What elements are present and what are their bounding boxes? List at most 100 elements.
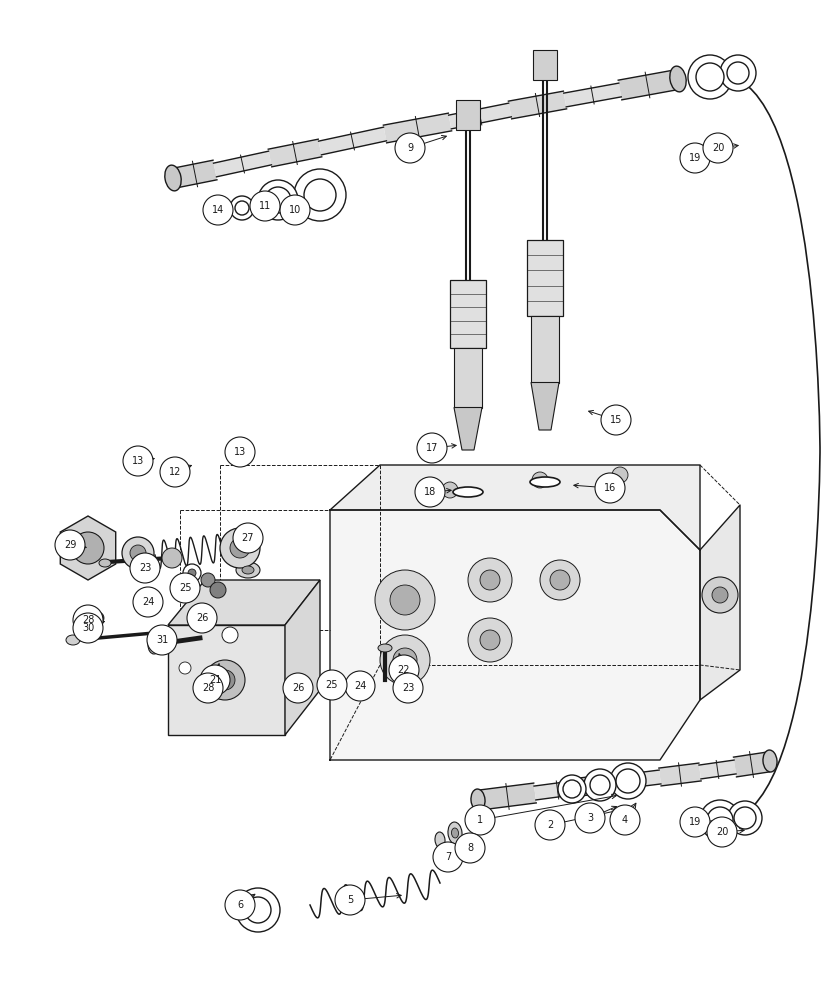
- Circle shape: [291, 678, 305, 692]
- Circle shape: [590, 775, 610, 795]
- Circle shape: [680, 807, 710, 837]
- Circle shape: [393, 648, 417, 672]
- Text: 24: 24: [142, 597, 154, 607]
- Text: 17: 17: [426, 443, 438, 453]
- Text: 29: 29: [64, 540, 76, 550]
- Text: 19: 19: [689, 153, 701, 163]
- Circle shape: [72, 532, 104, 564]
- Ellipse shape: [236, 562, 260, 578]
- Circle shape: [616, 769, 640, 793]
- Text: 26: 26: [196, 613, 208, 623]
- Circle shape: [535, 810, 565, 840]
- Circle shape: [245, 897, 271, 923]
- Circle shape: [532, 472, 548, 488]
- Circle shape: [480, 630, 500, 650]
- Text: 28: 28: [82, 615, 94, 625]
- Text: 20: 20: [711, 143, 724, 153]
- Ellipse shape: [66, 635, 80, 645]
- Polygon shape: [699, 760, 736, 779]
- Text: 19: 19: [689, 817, 701, 827]
- Circle shape: [455, 833, 485, 863]
- Circle shape: [205, 660, 245, 700]
- Circle shape: [73, 613, 103, 643]
- Ellipse shape: [451, 828, 458, 838]
- Circle shape: [179, 662, 191, 674]
- Circle shape: [222, 627, 238, 643]
- Circle shape: [203, 195, 233, 225]
- Circle shape: [345, 671, 375, 701]
- Circle shape: [720, 55, 756, 91]
- Ellipse shape: [471, 789, 485, 811]
- Circle shape: [133, 587, 163, 617]
- Text: 25: 25: [326, 680, 339, 690]
- Bar: [531, 316, 559, 382]
- Circle shape: [417, 433, 447, 463]
- Circle shape: [558, 775, 586, 803]
- Circle shape: [230, 538, 250, 558]
- Circle shape: [220, 528, 260, 568]
- Circle shape: [393, 668, 407, 682]
- Circle shape: [433, 842, 463, 872]
- Circle shape: [712, 587, 728, 603]
- Text: 20: 20: [716, 827, 728, 837]
- Text: 14: 14: [212, 205, 224, 215]
- Circle shape: [375, 570, 435, 630]
- Circle shape: [468, 558, 512, 602]
- Circle shape: [183, 564, 201, 582]
- Polygon shape: [449, 103, 512, 129]
- Text: 12: 12: [169, 467, 181, 477]
- Ellipse shape: [242, 566, 254, 574]
- Polygon shape: [60, 516, 115, 580]
- Text: 2: 2: [547, 820, 553, 830]
- Circle shape: [702, 577, 738, 613]
- Circle shape: [304, 179, 336, 211]
- Text: 21: 21: [209, 675, 222, 685]
- Text: 26: 26: [292, 683, 304, 693]
- Circle shape: [601, 405, 631, 435]
- Polygon shape: [168, 625, 285, 735]
- Circle shape: [170, 573, 200, 603]
- Text: 10: 10: [289, 205, 301, 215]
- Circle shape: [389, 655, 419, 685]
- Circle shape: [233, 523, 263, 553]
- Circle shape: [235, 201, 249, 215]
- Circle shape: [208, 683, 222, 697]
- Ellipse shape: [448, 822, 462, 844]
- Circle shape: [130, 553, 160, 583]
- Circle shape: [688, 55, 732, 99]
- Polygon shape: [173, 160, 217, 188]
- Text: 11: 11: [259, 201, 271, 211]
- Circle shape: [160, 457, 190, 487]
- Circle shape: [230, 196, 254, 220]
- Polygon shape: [579, 773, 621, 796]
- Circle shape: [380, 635, 430, 685]
- Text: 15: 15: [609, 415, 622, 425]
- Circle shape: [323, 675, 337, 689]
- Circle shape: [610, 805, 640, 835]
- Text: 28: 28: [201, 683, 214, 693]
- Polygon shape: [659, 763, 701, 786]
- Polygon shape: [508, 91, 567, 119]
- Circle shape: [280, 195, 310, 225]
- Circle shape: [584, 769, 616, 801]
- Text: 13: 13: [234, 447, 246, 457]
- Polygon shape: [213, 151, 272, 177]
- Circle shape: [696, 63, 724, 91]
- Circle shape: [236, 888, 280, 932]
- Circle shape: [700, 800, 740, 840]
- Text: 27: 27: [242, 533, 254, 543]
- Bar: [454, 348, 482, 408]
- Circle shape: [225, 890, 255, 920]
- Ellipse shape: [670, 66, 686, 92]
- Text: 18: 18: [424, 487, 436, 497]
- Text: 24: 24: [354, 681, 366, 691]
- Circle shape: [215, 670, 235, 690]
- Circle shape: [703, 133, 733, 163]
- Circle shape: [147, 625, 177, 655]
- Circle shape: [283, 673, 313, 703]
- Circle shape: [210, 582, 226, 598]
- Circle shape: [707, 817, 737, 847]
- Circle shape: [480, 570, 500, 590]
- Circle shape: [728, 801, 762, 835]
- Polygon shape: [168, 580, 320, 625]
